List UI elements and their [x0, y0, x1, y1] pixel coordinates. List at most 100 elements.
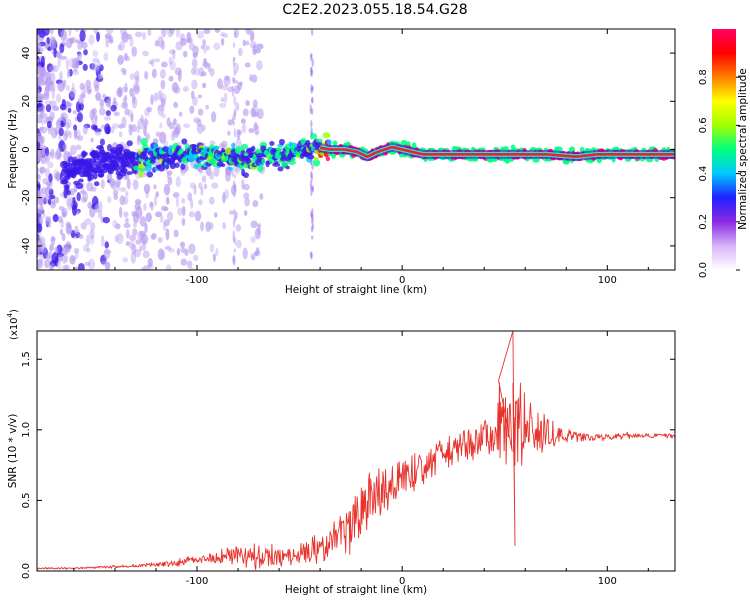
spectrogram-cloud-blob: [78, 178, 84, 183]
spectrogram-noise-blob: [140, 266, 147, 270]
spectrogram-noise-blob: [189, 105, 195, 114]
spectrogram-noise-blob: [57, 216, 63, 224]
spectrogram-noise-blob: [48, 173, 53, 183]
spectrogram-noise-blob: [37, 190, 42, 198]
spectrogram-vertical-feature: [310, 120, 313, 128]
spectrogram-noise-blob: [38, 152, 43, 162]
spectrogram-noise-blob: [47, 198, 52, 206]
spectrogram-noise-blob: [139, 244, 143, 252]
spectrogram-noise-blob: [117, 54, 124, 66]
spectrogram-noise-blob: [65, 224, 72, 235]
spectrogram-noise-blob: [50, 148, 55, 160]
spectrogram-noise-blob: [88, 34, 95, 46]
spectrogram-noise-blob: [49, 100, 57, 108]
spectrogram-noise-blob: [100, 179, 105, 189]
spectrogram-noise-blob: [74, 250, 79, 260]
spectrogram-noise-blob: [123, 52, 129, 61]
spectrogram-noise-blob: [86, 182, 94, 192]
spectrogram-y-axis-label: Frequency (Hz): [7, 109, 19, 188]
spectrogram-vertical-feature: [311, 218, 314, 225]
spectrogram-cloud-blob: [241, 143, 249, 150]
spectrogram-noise-blob: [67, 198, 73, 211]
spectrogram-vertical-feature: [232, 121, 236, 126]
spectrogram-noise-blob: [49, 243, 55, 252]
spectrogram-noise-blob: [173, 101, 178, 109]
colorbar-tick-label: 0.2: [698, 214, 709, 230]
spectrogram-noise-blob: [64, 264, 70, 270]
spectrogram-vertical-feature: [231, 169, 234, 178]
spectrogram-noise-blob: [134, 70, 140, 81]
spectrogram-noise-blob: [131, 243, 137, 255]
spectrogram-noise-blob: [153, 184, 157, 190]
spectrogram-noise-blob: [143, 125, 147, 136]
spectrogram-noise-blob: [84, 261, 91, 267]
spectrogram-noise-blob: [94, 203, 100, 213]
spectrogram-noise-blob: [97, 210, 103, 219]
spectrogram-cloud-blob: [196, 163, 204, 168]
spectrogram-noise-blob: [253, 122, 258, 131]
spectrogram-cloud-blob: [272, 162, 281, 167]
spectrogram-noise-blob: [223, 75, 231, 87]
spectrogram-noise-blob: [46, 251, 53, 260]
spectrogram-noise-blob: [128, 124, 133, 136]
spectrogram-noise-blob: [77, 42, 83, 50]
spectrogram-noise-blob: [38, 29, 46, 38]
spectrogram-noise-blob: [48, 195, 56, 200]
spectrogram-noise-blob: [249, 74, 253, 82]
spectrogram-noise-blob: [82, 63, 88, 71]
spectrogram-vertical-feature: [311, 186, 315, 193]
spectrogram-vertical-feature: [311, 58, 314, 68]
spectrogram-noise-blob: [44, 83, 50, 93]
spectrogram-noise-blob: [88, 258, 96, 270]
snr-panel: -100 0 100 0.0 0.5 1.0 1.5 Height of straight…: [6, 309, 676, 596]
spectrogram-noise-blob: [108, 38, 114, 44]
spectrogram-noise-blob: [213, 165, 220, 177]
spectrogram-noise-blob: [198, 182, 203, 190]
spectrogram-noise-blob: [252, 99, 258, 108]
spectrogram-noise-blob: [193, 184, 197, 195]
spectrogram-noise-blob: [60, 219, 65, 229]
spectrogram-noise-blob: [180, 168, 186, 176]
spectrogram-noise-blob: [240, 118, 246, 124]
spectrogram-noise-blob: [132, 222, 138, 228]
snr-x-tick-label: 0: [399, 576, 405, 587]
spectrogram-noise-blob: [71, 203, 77, 216]
spectrogram-noise-blob: [162, 221, 167, 231]
spectrogram-noise-blob: [76, 192, 81, 202]
spectrogram-cloud-blob: [164, 164, 170, 170]
spectrogram-noise-blob: [157, 89, 163, 101]
spectrogram-vertical-feature: [232, 254, 236, 262]
spectrogram-noise-blob: [55, 51, 62, 59]
spectrogram-noise-blob: [121, 31, 129, 43]
spectrogram-cloud-blob: [313, 156, 319, 161]
spectrogram-noise-blob: [242, 183, 250, 191]
spectrogram-noise-blob: [242, 247, 248, 260]
spectrogram-noise-blob: [113, 111, 120, 117]
spectrogram-noise-blob: [239, 81, 243, 87]
spectrogram-noise-blob: [190, 67, 197, 75]
spectrogram-noise-blob: [80, 221, 87, 230]
spectrogram-noise-blob: [74, 229, 80, 235]
spectrogram-noise-blob: [129, 87, 134, 97]
spectrogram-noise-blob: [168, 56, 173, 66]
spectrogram-panel: -100 0 100 -40 -20 0 20 40 Height of straight …: [7, 28, 676, 296]
spectrogram-noise-blob: [124, 108, 130, 116]
spectrogram-cloud-blob: [285, 165, 290, 170]
spectrogram-noise-blob: [205, 45, 210, 51]
spectrogram-noise-blob: [235, 224, 242, 232]
spectrogram-noise-blob: [37, 166, 40, 174]
spectrogram-noise-blob: [233, 85, 241, 95]
spectrogram-noise-blob: [37, 173, 41, 180]
spectrogram-noise-blob: [37, 105, 44, 114]
spectrogram-noise-blob: [106, 172, 113, 181]
spectrogram-noise-blob: [160, 79, 166, 90]
spectrogram-noise-blob: [45, 79, 50, 89]
spectrogram-noise-blob: [155, 191, 160, 198]
spectrogram-noise-blob: [176, 248, 181, 256]
snr-scale-exponent: 4: [6, 312, 14, 317]
spectrogram-noise-blob: [47, 182, 53, 192]
spectrogram-noise-blob: [137, 230, 144, 241]
spectrogram-noise-blob: [84, 218, 92, 226]
spectrogram-noise-blob: [59, 43, 65, 54]
spectrogram-noise-blob: [92, 57, 100, 63]
